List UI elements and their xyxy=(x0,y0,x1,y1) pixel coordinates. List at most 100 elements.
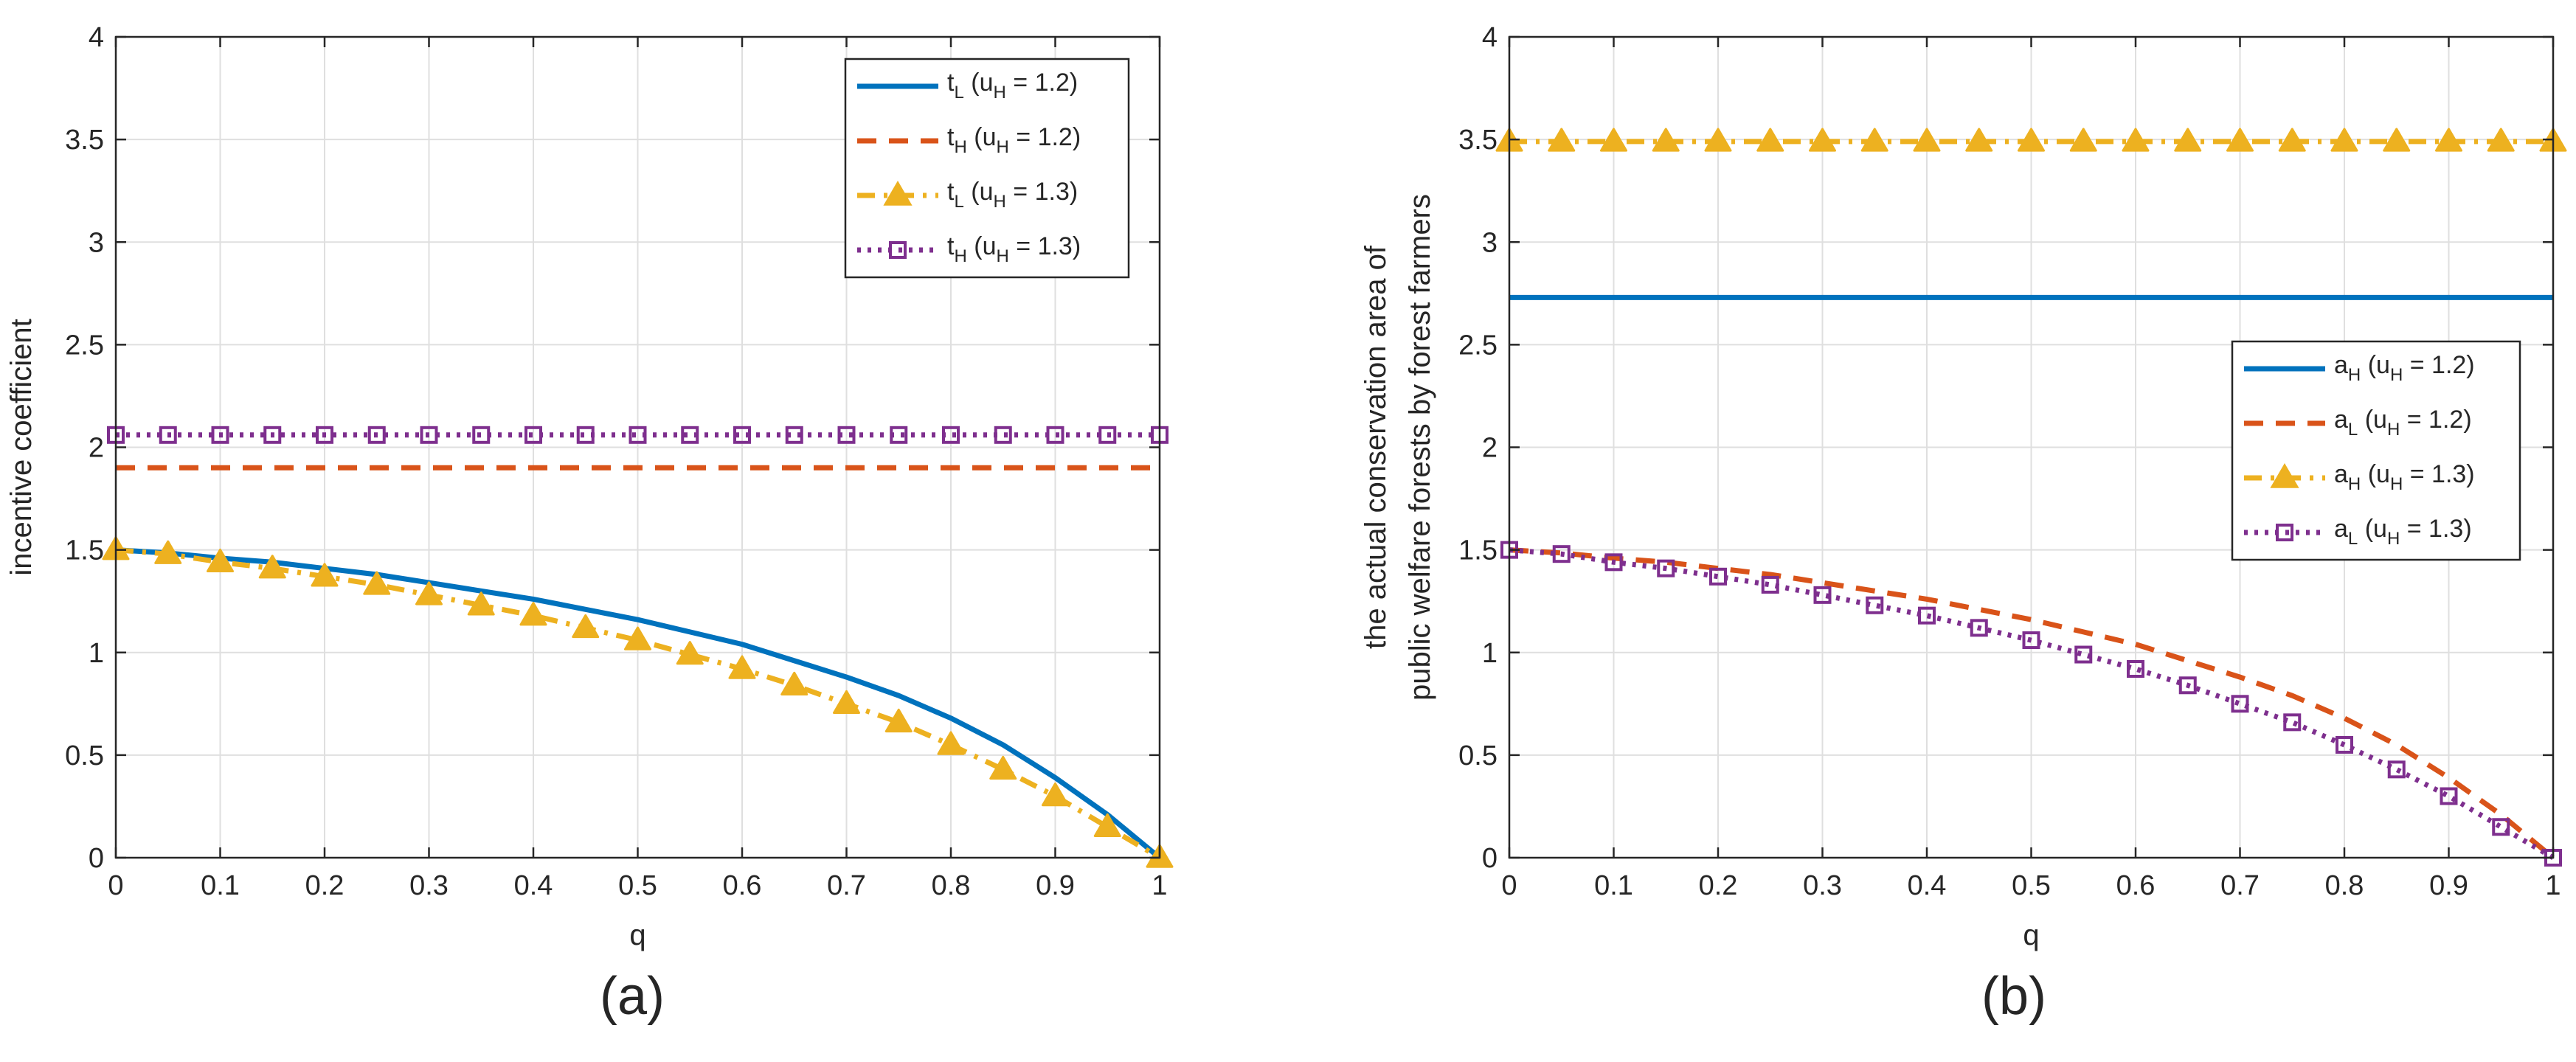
legend-label-part: (u xyxy=(2358,406,2387,434)
series-4-point xyxy=(1709,567,1727,586)
series-4-point xyxy=(2022,631,2040,650)
series-3-point xyxy=(833,690,860,715)
x-tick-label: 0.5 xyxy=(618,870,657,901)
x-tick-label: 0.2 xyxy=(305,870,344,901)
series-4-point xyxy=(2440,787,2458,805)
series-4-point xyxy=(1761,575,1779,594)
series-4-point xyxy=(2336,735,2353,754)
series-4-point xyxy=(524,426,542,444)
series-4-point xyxy=(942,426,960,444)
legend-label-part: H xyxy=(994,192,1006,212)
series-4-point xyxy=(211,426,229,444)
panel-label: (b) xyxy=(1981,967,2046,1026)
y-tick-label: 3.5 xyxy=(65,125,104,156)
legend-label-part: H xyxy=(2348,474,2361,494)
legend-label-part: L xyxy=(2348,420,2358,440)
series-3-point xyxy=(1093,813,1121,838)
series-3-point xyxy=(2174,128,2202,152)
chart-panel-a: 0 0.1 0.2 0.3 0.4 0.5 0.6 0.7 0.8 0.9 1 0 0.5 1 1.5 2 2.… xyxy=(5,22,1174,1026)
series-3-point xyxy=(467,591,495,616)
series-4-point xyxy=(890,426,908,444)
legend-label-4: tH (uH = 1.3) xyxy=(947,232,1081,266)
x-tick-label: 0.2 xyxy=(1699,870,1738,901)
series-3-point xyxy=(1756,128,1784,152)
legend-label-part: = 1.2) xyxy=(1009,123,1081,151)
series-3-point xyxy=(2487,128,2515,152)
x-tick-label: 0 xyxy=(1501,870,1517,901)
series-4-point xyxy=(1866,596,1884,614)
series-4-point xyxy=(837,426,856,444)
series-4-point xyxy=(1813,586,1832,604)
x-tick-label: 0.6 xyxy=(723,870,762,901)
series-3-point xyxy=(311,563,339,587)
series-4-point xyxy=(159,426,177,444)
legend-label-part: (u xyxy=(967,123,997,151)
y-tick-label: 4 xyxy=(89,22,104,53)
x-axis-label: q xyxy=(629,919,645,951)
y-tick-label: 4 xyxy=(1482,22,1498,53)
series-line-1 xyxy=(115,547,1162,860)
legend-label-part: H xyxy=(994,83,1006,103)
series-4-point xyxy=(1046,426,1064,444)
y-tick-label: 3.5 xyxy=(1458,125,1498,156)
series-3-point xyxy=(2122,128,2150,152)
legend-label-part: (u xyxy=(2361,351,2390,379)
legend-marker-4 xyxy=(2276,524,2293,541)
legend-label-1: tL (uH = 1.2) xyxy=(947,69,1078,103)
series-3-point xyxy=(363,571,391,595)
legend-label-part: t xyxy=(947,69,955,97)
x-tick-label: 1 xyxy=(2545,870,2561,901)
series-3-point xyxy=(2226,128,2254,152)
series-3-point xyxy=(1042,782,1069,807)
series-4-point xyxy=(2492,818,2510,836)
legend-label-2: aL (uH = 1.2) xyxy=(2334,406,2472,440)
series-4-point xyxy=(472,426,491,444)
series-4-point xyxy=(2283,713,2302,732)
series-4-point xyxy=(733,426,751,444)
x-tick-label: 0.7 xyxy=(827,870,866,901)
x-tick-label: 0.1 xyxy=(1594,870,1633,901)
y-tick-label: 0 xyxy=(89,843,104,874)
legend-label-part: (u xyxy=(964,69,994,97)
x-tick-label: 0.1 xyxy=(201,870,240,901)
y-tick-label: 3 xyxy=(89,227,104,258)
series-4-point xyxy=(1552,545,1571,563)
legend-label-part: = 1.3) xyxy=(2403,460,2474,488)
series-3-point xyxy=(154,540,182,564)
legend-label-part: H xyxy=(954,246,966,266)
legend-label-part: t xyxy=(947,232,955,260)
legend-box xyxy=(2231,340,2521,561)
chart-panel-b: 0 0.1 0.2 0.3 0.4 0.5 0.6 0.7 0.8 0.9 1 0 0.5 1 1.5 2 2.… xyxy=(1360,22,2567,1026)
series-3-point xyxy=(2278,128,2306,152)
y-tick-label: 3 xyxy=(1482,227,1498,258)
legend-label-part: = 1.3) xyxy=(1006,178,1078,206)
series-4-point xyxy=(1098,426,1117,444)
x-tick-label: 1 xyxy=(1152,870,1167,901)
legend-label-part: = 1.2) xyxy=(2403,351,2474,379)
series-4-point xyxy=(420,426,438,444)
legend-label-part: L xyxy=(2348,529,2358,549)
legend-marker-4 xyxy=(889,241,907,259)
x-tick-label: 0.6 xyxy=(2116,870,2156,901)
series-4-point xyxy=(2231,695,2249,713)
legend-label-part: t xyxy=(947,178,955,206)
series-4-point xyxy=(316,426,333,444)
series-4-point xyxy=(681,426,699,444)
legend-label-part: = 1.3) xyxy=(1009,232,1081,260)
series-3-point xyxy=(207,548,234,573)
legend-label-2: tH (uH = 1.2) xyxy=(947,123,1081,157)
x-tick-label: 0 xyxy=(108,870,123,901)
legend-label-part: t xyxy=(947,123,955,151)
legend-label-3: aH (uH = 1.3) xyxy=(2334,460,2475,494)
y-tick-label: 0.5 xyxy=(1458,740,1498,771)
legend-label-3: tL (uH = 1.3) xyxy=(947,178,1078,212)
series-3-point xyxy=(1548,128,1576,152)
series-3-point xyxy=(2383,128,2411,152)
x-tick-label: 0.9 xyxy=(2429,870,2468,901)
legend-label-part: H xyxy=(2387,529,2400,549)
series-3-point xyxy=(572,614,600,639)
x-tick-label: 0.3 xyxy=(409,870,449,901)
series-3-point xyxy=(2018,128,2045,152)
legend-label-part: (u xyxy=(2361,460,2390,488)
